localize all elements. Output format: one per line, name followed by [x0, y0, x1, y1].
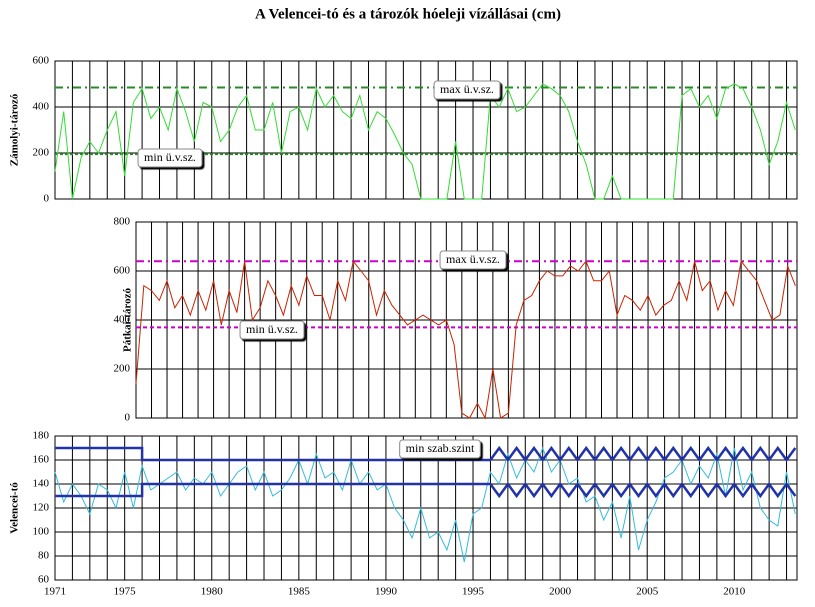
- x-tick-label: 1980: [201, 586, 224, 598]
- x-tick-label: 1985: [288, 586, 311, 598]
- regulation-line: [55, 481, 797, 499]
- x-tick-label: 2010: [723, 586, 746, 598]
- y-tick-label: 600: [114, 265, 131, 277]
- annotation: max ü.v.sz.: [446, 252, 500, 266]
- y-tick-label: 0: [125, 412, 131, 424]
- annotation: min ü.v.sz.: [144, 150, 196, 164]
- y-tick-label: 600: [33, 55, 50, 67]
- y-tick-label: 60: [38, 574, 50, 586]
- x-tick-label: 1971: [44, 586, 66, 598]
- y-axis-label: Velencei-tó: [9, 482, 21, 534]
- x-tick-label: 1995: [462, 586, 485, 598]
- y-tick-label: 120: [33, 502, 50, 514]
- y-tick-label: 80: [38, 550, 50, 562]
- regulation-line: [55, 445, 797, 463]
- annotation-box: [137, 148, 203, 168]
- annotation: min szab.szint: [406, 441, 475, 455]
- y-tick-label: 200: [114, 363, 131, 375]
- y-tick-label: 200: [33, 147, 50, 159]
- annotation-box: [239, 320, 305, 340]
- x-tick-label: 2000: [549, 586, 572, 598]
- annotation-box: [399, 439, 481, 459]
- y-tick-label: 160: [33, 454, 50, 466]
- x-tick-label: 1990: [375, 586, 398, 598]
- x-tick-label: 1975: [114, 586, 137, 598]
- y-tick-label: 180: [33, 430, 50, 442]
- y-axis-label: Pátkai-tározó: [122, 288, 134, 352]
- plot-area: [54, 60, 798, 200]
- annotation: max ü.v.sz.: [440, 82, 494, 96]
- data-line: [54, 83, 796, 200]
- y-tick-label: 400: [114, 314, 131, 326]
- y-tick-label: 0: [44, 193, 50, 205]
- y-tick-label: 100: [33, 526, 50, 538]
- annotation-box: [439, 250, 507, 270]
- chart-title: A Velencei-tó és a tározók hóeleji vízál…: [255, 6, 561, 22]
- annotation-box: [433, 80, 501, 100]
- y-tick-label: 400: [33, 101, 50, 113]
- data-line: [135, 260, 796, 420]
- y-tick-label: 800: [114, 216, 131, 228]
- annotation: min ü.v.sz.: [246, 322, 298, 336]
- y-axis-label: Zámolyi-tározó: [9, 93, 21, 166]
- y-tick-label: 140: [33, 478, 50, 490]
- x-tick-label: 2005: [636, 586, 659, 598]
- data-line: [54, 446, 796, 563]
